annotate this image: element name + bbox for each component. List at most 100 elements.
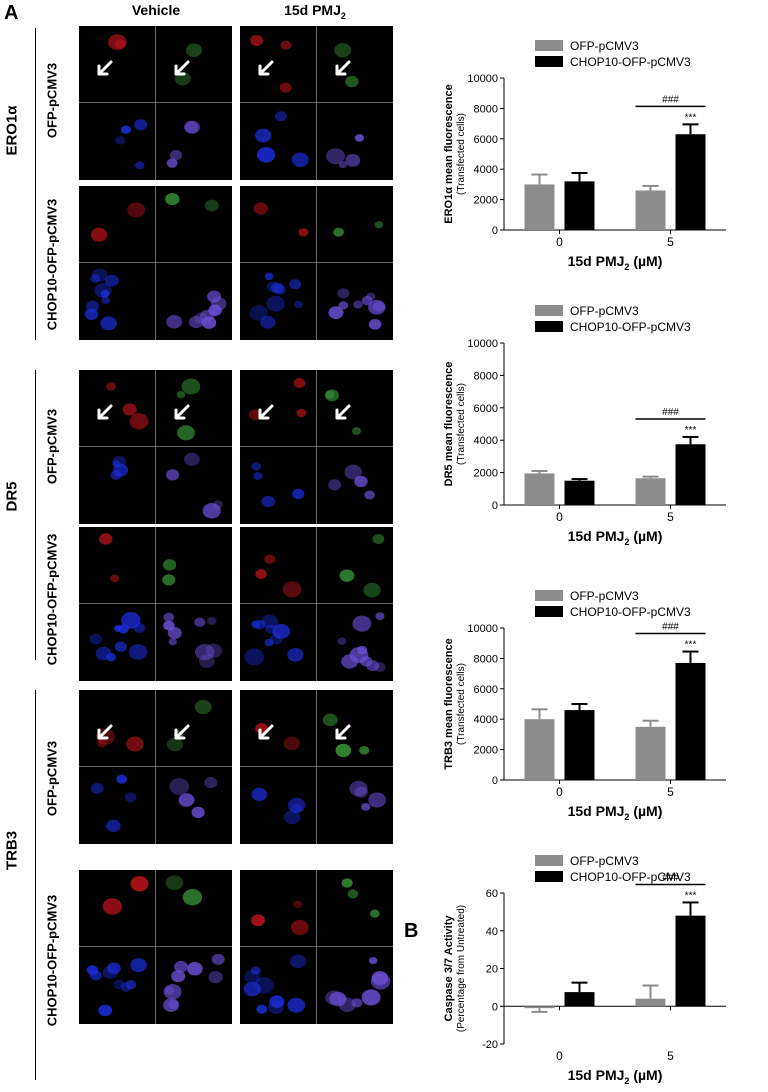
cell-blob xyxy=(293,300,304,309)
y-tick-label: 6000 xyxy=(474,684,498,696)
cell-blob xyxy=(249,409,262,421)
cell-blob xyxy=(187,962,203,976)
chart-svg: OFP-pCMV3 CHOP10-OFP-pCMV3 -20 0 20 40 60 0 5 ***… xyxy=(443,854,726,1086)
arrow-marker xyxy=(258,60,274,76)
cell-blob xyxy=(369,909,380,918)
cell-blob xyxy=(162,574,176,586)
cell-blob xyxy=(188,316,204,329)
group-label-ero1a: ERO1α xyxy=(3,105,21,156)
cell-blob xyxy=(338,997,356,1012)
cell-blob xyxy=(165,469,180,481)
row-label-dr5-ofp: OFP-pCMV3 xyxy=(44,408,60,485)
cell-blob xyxy=(174,960,188,973)
arrow-marker xyxy=(97,404,113,420)
cell-blob xyxy=(270,282,284,294)
y-tick-label: 40 xyxy=(486,926,498,938)
cell-blob xyxy=(364,490,375,500)
cell-blob xyxy=(100,289,110,298)
significance-hash: ### xyxy=(662,94,679,105)
group-label-dr5: DR5 xyxy=(3,481,21,512)
cell-blob xyxy=(339,569,355,582)
cell-blob xyxy=(289,279,302,290)
microscopy-image xyxy=(79,26,232,180)
cell-blob xyxy=(255,128,272,143)
cell-blob xyxy=(165,192,180,206)
y-tick-label: 2000 xyxy=(474,468,498,480)
cell-blob xyxy=(101,296,110,305)
cell-blob xyxy=(122,403,137,416)
legend-label: CHOP10-OFP-pCMV3 xyxy=(570,605,691,619)
cell-blob xyxy=(273,284,286,295)
cell-blob xyxy=(375,612,385,621)
panel-a-label: A xyxy=(4,2,19,24)
cell-blob xyxy=(325,990,343,1005)
x-tick-label: 0 xyxy=(556,235,563,249)
cell-blob xyxy=(106,819,121,833)
cell-blob xyxy=(100,316,117,331)
microscopy-canvas xyxy=(240,690,393,844)
panel-b-label: B xyxy=(404,920,419,942)
chart-dr5: OFP-pCMV3 CHOP10-OFP-pCMV3 0 2000 4000 6000 80… xyxy=(408,293,768,553)
bar xyxy=(635,998,666,1007)
bar xyxy=(524,473,555,505)
cell-blob xyxy=(354,786,369,798)
cell-blob xyxy=(345,153,361,167)
cell-blob xyxy=(114,641,127,652)
cell-blob xyxy=(110,574,119,583)
cell-blob xyxy=(255,569,267,579)
y-axis-sublabel: (Transfected cells) xyxy=(456,383,467,465)
cell-blob xyxy=(244,648,265,666)
arrow-marker xyxy=(335,404,351,420)
cell-blob xyxy=(163,984,182,1000)
cell-blob xyxy=(264,638,274,647)
cell-blob xyxy=(256,1004,268,1014)
cell-blob xyxy=(272,623,291,639)
arrow-marker xyxy=(174,60,190,76)
cell-blob xyxy=(354,475,368,488)
significance-hash: ### xyxy=(662,407,679,418)
cell-blob xyxy=(176,391,186,399)
group-bracket-ero1a xyxy=(35,28,36,340)
legend-swatch xyxy=(535,56,563,67)
group-bracket-dr5 xyxy=(35,370,36,660)
y-tick-label: 10000 xyxy=(467,73,498,85)
cell-blob xyxy=(347,889,359,899)
legend-label: OFP-pCMV3 xyxy=(570,39,639,53)
cell-blob xyxy=(97,739,107,748)
microscopy-image xyxy=(79,527,232,681)
microscopy-canvas xyxy=(79,690,232,844)
row-label-ero1a-chop: CHOP10-OFP-pCMV3 xyxy=(44,198,60,331)
cell-blob xyxy=(167,999,179,1009)
cell-blob xyxy=(374,221,384,229)
y-tick-label: -20 xyxy=(482,1039,498,1051)
cell-blob xyxy=(115,136,126,145)
microscopy-image xyxy=(240,186,393,340)
cell-blob xyxy=(374,662,386,672)
cell-blob xyxy=(105,274,119,287)
y-tick-label: 8000 xyxy=(474,103,498,115)
legend-label: CHOP10-OFP-pCMV3 xyxy=(570,870,691,884)
column-header-treated-text: 15d PMJ xyxy=(284,2,341,18)
arrow-marker xyxy=(335,724,351,740)
cell-blob xyxy=(184,120,201,134)
cell-blob xyxy=(368,792,387,808)
cell-blob xyxy=(120,982,132,992)
cell-blob xyxy=(167,626,182,639)
cell-blob xyxy=(293,900,303,909)
significance-stars: *** xyxy=(685,425,697,436)
cell-blob xyxy=(133,622,146,633)
significance-stars: *** xyxy=(685,890,697,901)
cell-blob xyxy=(266,295,286,312)
cell-blob xyxy=(120,125,131,134)
cell-blob xyxy=(264,272,274,281)
cell-blob xyxy=(264,554,276,564)
cell-blob xyxy=(169,778,190,795)
cell-blob xyxy=(251,787,268,802)
cell-blob xyxy=(333,227,344,237)
chart-ero1a: OFP-pCMV3 CHOP10-OFP-pCMV3 0 2000 4000 6000 80… xyxy=(408,28,768,278)
cell-blob xyxy=(351,998,363,1008)
legend-swatch xyxy=(535,305,563,316)
y-axis-label: TRB3 mean fluorescence xyxy=(443,638,455,769)
bar xyxy=(675,915,706,1007)
y-tick-label: 8000 xyxy=(474,653,498,665)
